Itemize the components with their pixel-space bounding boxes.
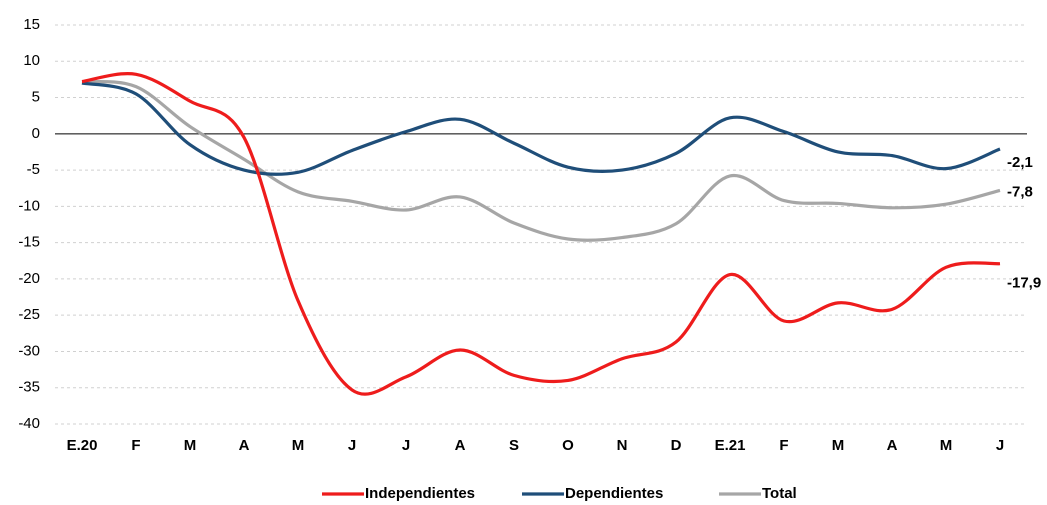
y-tick-label: -5 (27, 161, 40, 178)
data-label: -17,9 (1007, 275, 1041, 292)
y-tick-label: 15 (23, 16, 40, 33)
y-tick-label: -40 (18, 415, 40, 432)
y-tick-label: 5 (32, 89, 40, 106)
y-tick-label: -20 (18, 270, 40, 287)
series-line (81, 81, 1001, 176)
x-tick-label: N (617, 437, 628, 454)
x-tick-label: J (402, 437, 410, 454)
series-line (81, 79, 1001, 242)
x-tick-label: O (562, 437, 574, 454)
x-tick-label: M (184, 437, 197, 454)
y-tick-label: 10 (23, 52, 40, 69)
x-tick-label: E.20 (67, 437, 98, 454)
y-tick-label: -15 (18, 234, 40, 251)
y-tick-label: -30 (18, 342, 40, 359)
x-tick-label: A (887, 437, 898, 454)
x-tick-label: F (779, 437, 788, 454)
series-line (81, 72, 1001, 396)
legend-label: Total (762, 485, 797, 502)
y-tick-label: -10 (18, 197, 40, 214)
x-tick-label: M (832, 437, 845, 454)
x-tick-label: A (239, 437, 250, 454)
y-tick-label: 0 (32, 125, 40, 142)
y-tick-label: -35 (18, 379, 40, 396)
y-tick-label: -25 (18, 306, 40, 323)
x-tick-label: E.21 (715, 437, 746, 454)
x-tick-label: A (455, 437, 466, 454)
x-tick-label: F (131, 437, 140, 454)
x-tick-label: M (940, 437, 953, 454)
x-tick-label: J (996, 437, 1004, 454)
legend-label: Independientes (365, 485, 475, 502)
data-label: -2,1 (1007, 154, 1033, 171)
data-label: -7,8 (1007, 183, 1033, 200)
x-tick-label: D (671, 437, 682, 454)
x-tick-label: M (292, 437, 305, 454)
legend-label: Dependientes (565, 485, 663, 502)
x-tick-label: S (509, 437, 519, 454)
x-tick-label: J (348, 437, 356, 454)
